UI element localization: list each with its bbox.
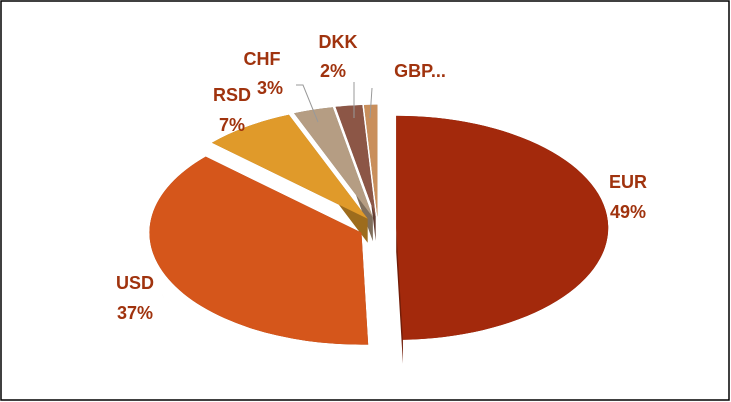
pie-slice (149, 156, 369, 345)
leader-line (369, 87, 373, 119)
leader-lines (296, 82, 373, 123)
pie-slice (363, 104, 378, 217)
category-label: USD (116, 273, 154, 293)
leader-line (296, 84, 319, 123)
value-label: 2% (320, 61, 346, 81)
category-label: CHF (244, 49, 281, 69)
pie-slice (294, 107, 373, 218)
category-label: GBP... (394, 61, 446, 81)
pie-slice (211, 114, 368, 219)
value-label: 7% (219, 115, 245, 135)
category-label: RSD (213, 85, 251, 105)
value-label: 49% (610, 202, 646, 222)
value-label: 3% (257, 78, 283, 98)
pie-slice (396, 115, 609, 340)
category-label: DKK (319, 32, 358, 52)
pie-slice (335, 105, 376, 217)
value-label: 37% (117, 303, 153, 323)
category-label: EUR (609, 172, 647, 192)
